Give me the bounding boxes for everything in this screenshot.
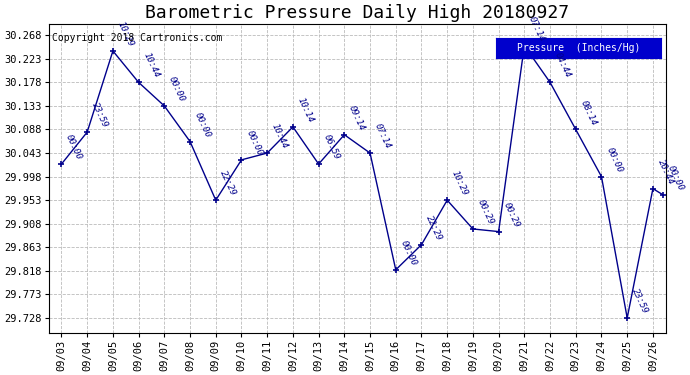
Text: 10:14: 10:14	[296, 96, 315, 124]
Text: 06:59: 06:59	[322, 133, 341, 161]
Text: 07:14: 07:14	[527, 15, 546, 43]
Text: 20:44: 20:44	[656, 158, 676, 186]
Text: 10:29: 10:29	[116, 20, 135, 48]
Text: 22:29: 22:29	[424, 214, 444, 242]
Text: 10:29: 10:29	[450, 169, 469, 197]
Text: 04:44: 04:44	[553, 51, 572, 80]
Text: 00:00: 00:00	[64, 133, 83, 161]
Text: 00:00: 00:00	[666, 164, 685, 192]
Text: 00:00: 00:00	[399, 239, 418, 267]
Text: 00:00: 00:00	[193, 111, 213, 139]
Text: Copyright 2018 Cartronics.com: Copyright 2018 Cartronics.com	[52, 33, 222, 43]
Text: 08:14: 08:14	[578, 99, 598, 127]
Text: 00:29: 00:29	[475, 198, 495, 226]
Text: 10:44: 10:44	[270, 122, 290, 150]
Text: 07:14: 07:14	[373, 122, 393, 150]
Text: 22:29: 22:29	[219, 169, 238, 197]
Text: 00:00: 00:00	[244, 129, 264, 157]
Text: 09:14: 09:14	[347, 104, 366, 132]
Title: Barometric Pressure Daily High 20180927: Barometric Pressure Daily High 20180927	[145, 4, 569, 22]
Text: 00:00: 00:00	[167, 75, 186, 103]
Text: 00:00: 00:00	[604, 146, 624, 174]
Text: 23:59: 23:59	[90, 101, 110, 129]
Text: 23:59: 23:59	[630, 287, 649, 315]
Text: 00:29: 00:29	[502, 201, 521, 229]
Text: 10:44: 10:44	[141, 51, 161, 80]
